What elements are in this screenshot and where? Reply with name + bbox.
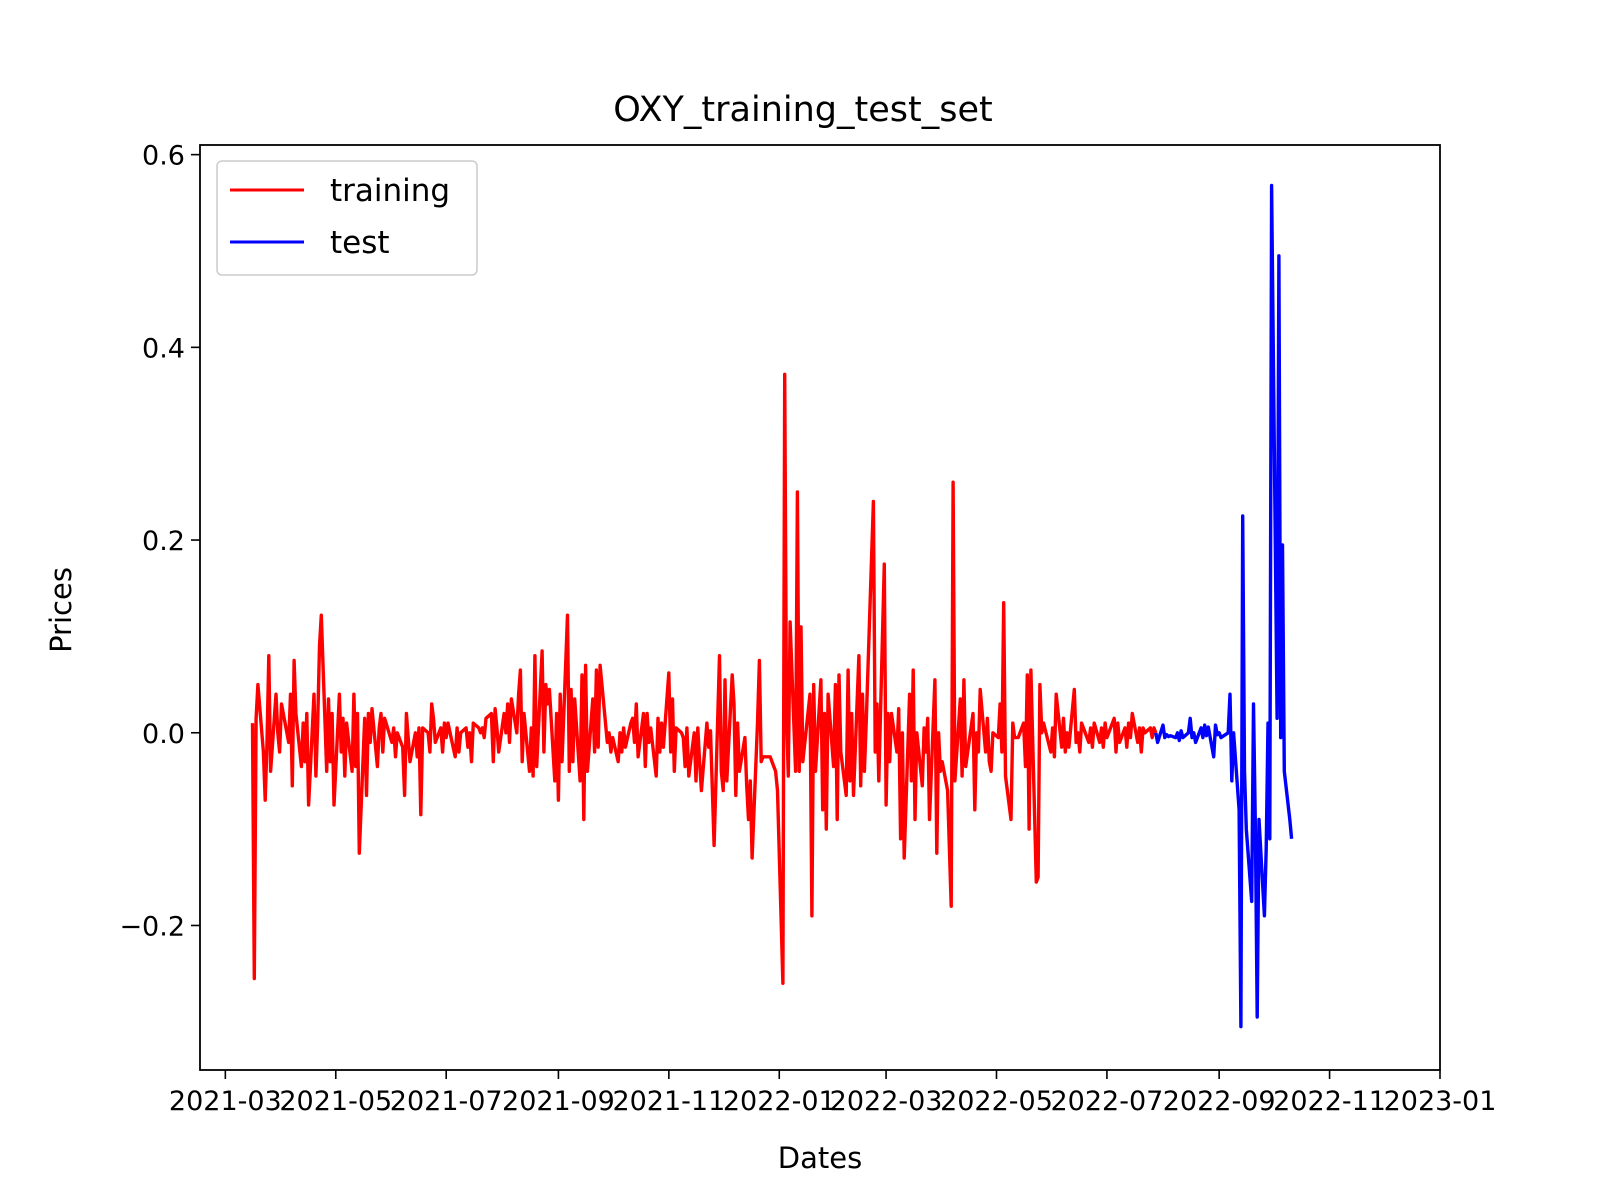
- y-tick-label: −0.2: [119, 911, 185, 942]
- x-tick-label: 2023-01: [1384, 1086, 1497, 1117]
- x-tick-label: 2021-03: [169, 1086, 282, 1117]
- legend: training test: [216, 160, 478, 276]
- x-tick-label: 2022-09: [1163, 1086, 1276, 1117]
- series-layer: [250, 183, 1294, 1029]
- x-tick-label: 2022-07: [1051, 1086, 1164, 1117]
- y-tick-label: 0.4: [142, 333, 185, 364]
- x-tick-label: 2021-09: [502, 1086, 615, 1117]
- x-tick-label: 2022-05: [940, 1086, 1053, 1117]
- legend-label-training: training: [330, 173, 450, 209]
- plot-area-frame: [199, 144, 1441, 1071]
- x-tick-label: 2022-01: [723, 1086, 836, 1117]
- y-tick-label: 0.2: [142, 526, 185, 557]
- x-tick-label: 2021-11: [612, 1086, 725, 1117]
- y-tick-label: 0.0: [142, 719, 185, 750]
- legend-label-test: test: [330, 225, 390, 261]
- x-tick-label: 2021-07: [390, 1086, 503, 1117]
- y-axis-label: Prices: [44, 567, 78, 653]
- x-tick-label: 2022-11: [1273, 1086, 1386, 1117]
- series-line-training: [250, 372, 1158, 985]
- x-tick-label: 2022-03: [830, 1086, 943, 1117]
- series-line-test: [1154, 183, 1294, 1029]
- x-axis-label: Dates: [778, 1141, 862, 1175]
- x-tick-label: 2021-05: [279, 1086, 392, 1117]
- y-axis: −0.2 0.0 0.2 0.4 0.6: [119, 141, 200, 942]
- y-tick-label: 0.6: [142, 141, 185, 172]
- chart-title: OXY_training_test_set: [613, 90, 992, 130]
